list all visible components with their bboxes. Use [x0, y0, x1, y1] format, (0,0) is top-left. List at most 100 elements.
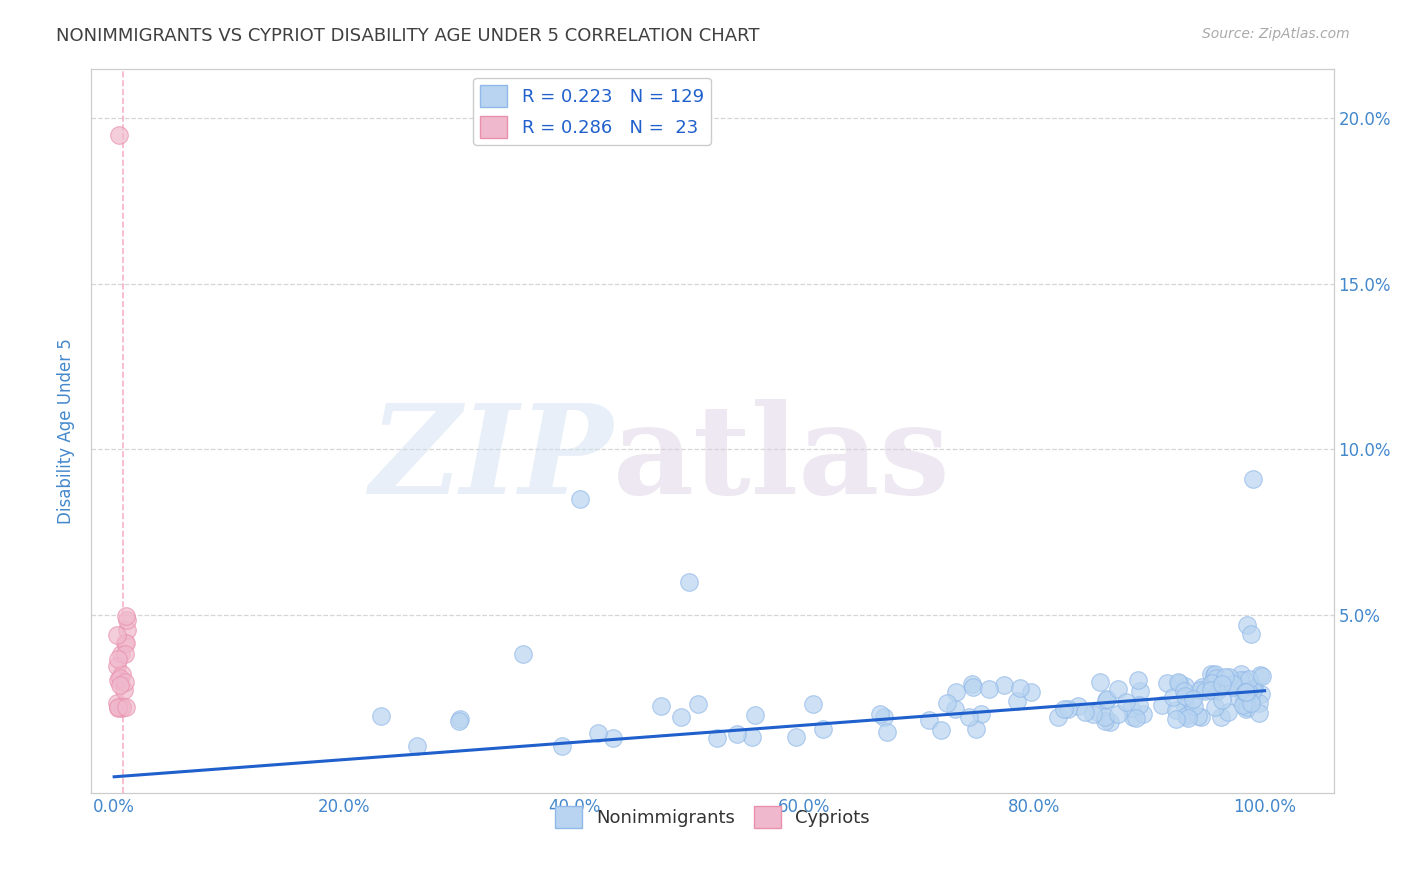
- Point: [1150, 698, 1173, 712]
- Point: [1046, 710, 1069, 724]
- Point: [115, 613, 138, 627]
- Point: [111, 698, 134, 713]
- Point: [370, 709, 392, 723]
- Point: [1227, 690, 1250, 705]
- Point: [744, 707, 766, 722]
- Point: [686, 698, 709, 712]
- Point: [741, 731, 763, 745]
- Point: [586, 726, 609, 740]
- Point: [1057, 702, 1080, 716]
- Point: [107, 652, 129, 666]
- Point: [105, 628, 128, 642]
- Point: [1222, 680, 1244, 694]
- Point: [1164, 713, 1187, 727]
- Text: NONIMMIGRANTS VS CYPRIOT DISABILITY AGE UNDER 5 CORRELATION CHART: NONIMMIGRANTS VS CYPRIOT DISABILITY AGE …: [56, 27, 759, 45]
- Point: [1168, 676, 1191, 690]
- Point: [1241, 472, 1264, 486]
- Point: [1215, 670, 1237, 684]
- Point: [1236, 699, 1258, 714]
- Point: [706, 731, 728, 745]
- Point: [1199, 683, 1222, 698]
- Point: [1067, 698, 1090, 713]
- Point: [1087, 705, 1109, 719]
- Point: [1249, 667, 1271, 681]
- Point: [1233, 691, 1256, 706]
- Point: [1234, 685, 1257, 699]
- Point: [1229, 673, 1251, 687]
- Point: [1211, 692, 1233, 706]
- Point: [1177, 706, 1199, 721]
- Point: [107, 700, 129, 714]
- Point: [1243, 681, 1265, 696]
- Point: [1125, 711, 1147, 725]
- Point: [1240, 696, 1263, 710]
- Point: [1249, 706, 1271, 720]
- Point: [1174, 700, 1197, 714]
- Point: [1094, 709, 1116, 723]
- Point: [114, 636, 136, 650]
- Point: [1237, 684, 1260, 698]
- Point: [1156, 676, 1178, 690]
- Point: [1010, 681, 1032, 695]
- Point: [1204, 666, 1226, 681]
- Point: [1202, 668, 1225, 682]
- Point: [960, 677, 983, 691]
- Point: [945, 685, 967, 699]
- Point: [114, 647, 136, 661]
- Point: [1230, 667, 1253, 681]
- Point: [1250, 687, 1272, 701]
- Point: [1211, 677, 1233, 691]
- Point: [1192, 681, 1215, 696]
- Point: [785, 730, 807, 744]
- Point: [962, 680, 984, 694]
- Point: [1173, 683, 1195, 698]
- Point: [110, 678, 132, 692]
- Text: atlas: atlas: [613, 400, 950, 520]
- Point: [105, 696, 128, 710]
- Point: [1129, 684, 1152, 698]
- Point: [1241, 683, 1264, 698]
- Point: [936, 696, 959, 710]
- Point: [1107, 682, 1129, 697]
- Point: [1233, 673, 1256, 688]
- Point: [977, 681, 1000, 696]
- Point: [1218, 670, 1240, 684]
- Point: [1161, 690, 1184, 705]
- Point: [1216, 705, 1239, 719]
- Point: [1107, 706, 1129, 721]
- Point: [1191, 680, 1213, 694]
- Point: [1007, 693, 1029, 707]
- Point: [512, 648, 534, 662]
- Point: [669, 710, 692, 724]
- Point: [1234, 702, 1257, 716]
- Point: [1236, 617, 1258, 632]
- Legend: Nonimmigrants, Cypriots: Nonimmigrants, Cypriots: [548, 798, 877, 835]
- Point: [115, 635, 138, 649]
- Point: [918, 714, 941, 728]
- Point: [965, 723, 987, 737]
- Point: [1239, 683, 1261, 698]
- Point: [873, 710, 896, 724]
- Point: [1095, 693, 1118, 707]
- Point: [929, 723, 952, 737]
- Point: [1175, 708, 1198, 723]
- Point: [114, 675, 136, 690]
- Point: [1182, 698, 1205, 713]
- Point: [111, 701, 134, 715]
- Point: [1167, 674, 1189, 689]
- Point: [1204, 700, 1226, 714]
- Point: [1094, 714, 1116, 728]
- Point: [105, 659, 128, 673]
- Point: [108, 671, 131, 685]
- Point: [1073, 705, 1095, 719]
- Point: [117, 623, 139, 637]
- Point: [1189, 682, 1212, 697]
- Point: [1177, 711, 1199, 725]
- Point: [1204, 678, 1226, 692]
- Point: [569, 491, 592, 506]
- Point: [1119, 701, 1142, 715]
- Point: [1240, 693, 1263, 707]
- Point: [1081, 706, 1104, 721]
- Point: [115, 609, 138, 624]
- Point: [1251, 669, 1274, 683]
